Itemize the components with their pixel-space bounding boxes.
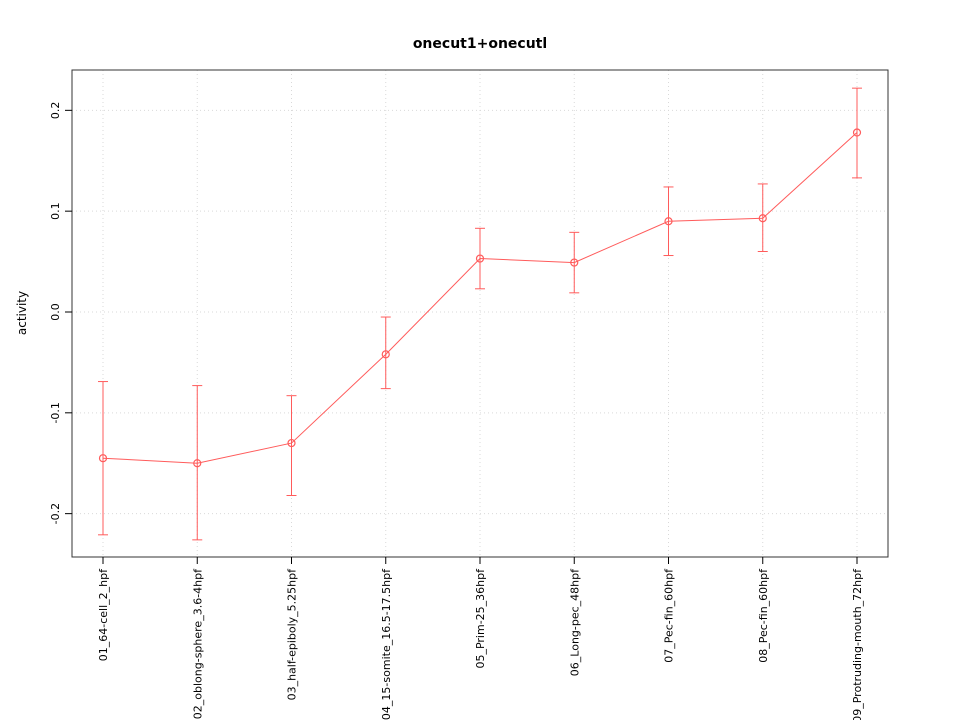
x-tick-label: 09_Protruding-mouth_72hpf [851,568,864,720]
x-tick-label: 01_64-cell_2_hpf [97,568,110,661]
chart-title: onecut1+onecutl [412,36,548,52]
x-tick-label: 05_Prim-25_36hpf [474,568,487,669]
x-tick-label: 02_oblong-sphere_3.6-4hpf [191,568,204,719]
data-point [475,254,485,263]
series-line [102,132,858,464]
plot-border [71,69,889,558]
y-tick-label: -0.2 [49,503,62,524]
data-point [287,438,296,448]
x-tick-label: 06_Long-pec_48hpf [568,568,581,676]
x-tick-label: 08_Pec-fin_60hpf [757,568,770,663]
y-tick-label: -0.1 [49,402,62,423]
y-tick-label: 0.2 [49,102,62,120]
data-point [193,459,202,468]
x-tick-label: 04_15-somite_16.5-17.5hpf [380,568,393,720]
data-point [98,454,108,463]
data-point [570,258,579,267]
data-point [664,217,673,226]
y-tick-label: 0.0 [49,303,62,321]
data-point [381,350,390,359]
x-tick-label: 03_half-epiboly_5.25hpf [286,568,299,701]
data-point [758,214,767,223]
data-point [852,128,862,137]
x-tick-label: 07_Pec-fin_60hpf [663,568,676,663]
y-tick-label: 0.1 [49,202,62,220]
y-axis-label: activity [15,290,29,336]
